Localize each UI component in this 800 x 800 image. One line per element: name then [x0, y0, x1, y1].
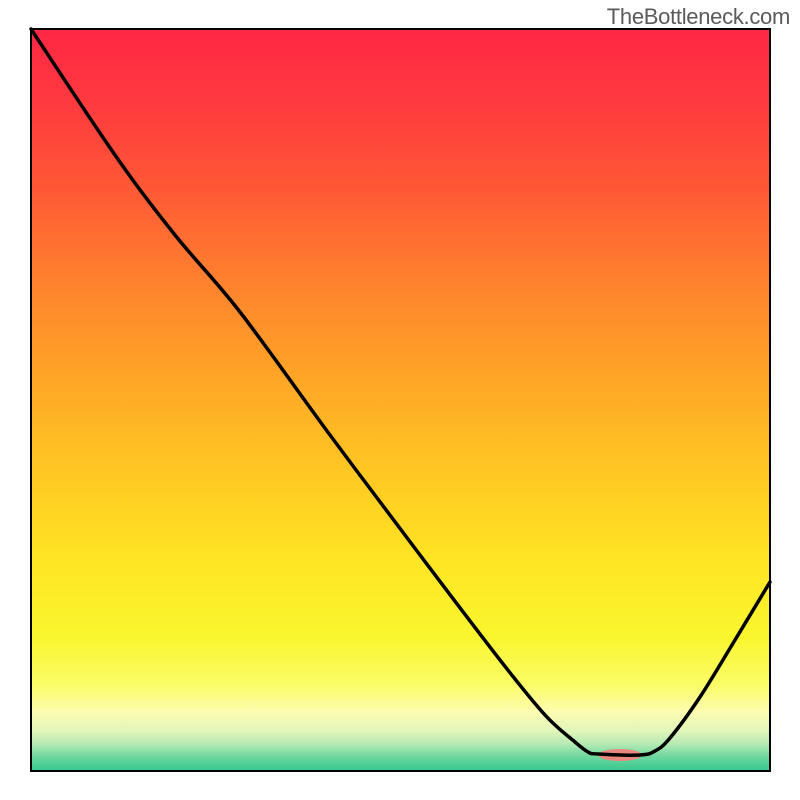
chart-container: TheBottleneck.com: [0, 0, 800, 800]
plot-background: [31, 29, 770, 771]
bottleneck-chart: [0, 0, 800, 800]
watermark-label: TheBottleneck.com: [607, 4, 790, 30]
